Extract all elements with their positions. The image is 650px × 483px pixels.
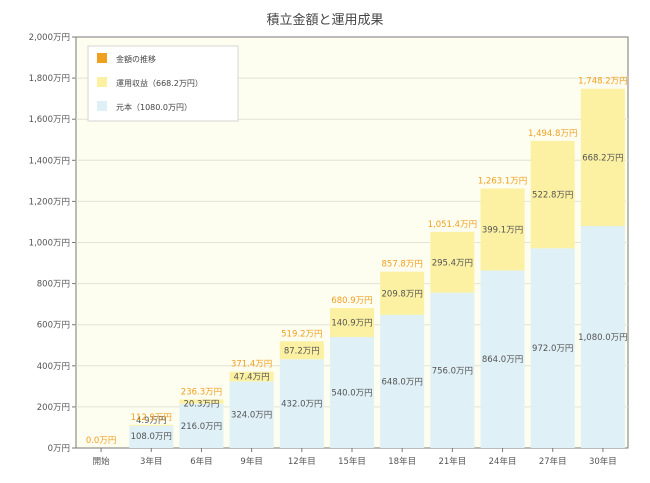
x-tick-label: 18年目 (388, 456, 416, 467)
data-label-principal: 648.0万円 (382, 377, 423, 387)
bar-return (229, 371, 274, 382)
legend-swatch (97, 77, 107, 87)
bar-return (480, 188, 525, 271)
data-label-total: 112.9万円 (131, 413, 172, 423)
data-label-return: 47.4万円 (234, 373, 270, 383)
y-tick-label: 1,400万円 (29, 156, 70, 166)
y-tick-label: 0万円 (48, 444, 70, 454)
legend-label: 金額の推移 (116, 54, 156, 64)
legend-label: 元本（1080.0万円） (116, 102, 192, 112)
data-label-return: 4.9万円 (136, 416, 167, 426)
x-tick-label: 開始 (93, 456, 111, 467)
bar-return (129, 424, 174, 426)
bar-principal (380, 314, 425, 448)
chart-title: 積立金額と運用成果 (266, 12, 383, 28)
bar-return (179, 399, 224, 404)
bar-principal (530, 248, 575, 448)
x-tick-label: 12年目 (288, 456, 316, 467)
y-tick-label: 1,800万円 (29, 74, 70, 84)
y-tick-label: 1,600万円 (29, 115, 70, 125)
data-label-principal: 540.0万円 (331, 389, 372, 399)
bar-return (279, 341, 324, 360)
data-label-return: 209.8万円 (382, 289, 423, 299)
data-label-return: 399.1万円 (482, 225, 523, 235)
x-tick-label: 21年目 (438, 456, 466, 467)
bar-principal (430, 292, 475, 448)
bar-principal (279, 359, 324, 448)
bar-return (530, 140, 575, 249)
data-label-total: 0.0万円 (86, 436, 117, 446)
data-label-return: 20.3万円 (183, 399, 219, 409)
x-tick-label: 27年目 (539, 456, 567, 467)
bar-principal (229, 381, 274, 448)
data-label-total: 371.4万円 (231, 360, 272, 370)
x-tick-label: 15年目 (338, 456, 366, 467)
x-tick-label: 30年目 (589, 456, 617, 467)
data-label-principal: 1,080.0万円 (578, 333, 627, 343)
data-label-total: 236.3万円 (181, 387, 222, 397)
data-label-principal: 216.0万円 (181, 422, 222, 432)
data-label-principal: 324.0万円 (231, 411, 272, 421)
y-tick-label: 200万円 (37, 403, 70, 413)
bar-return (330, 308, 374, 338)
legend-swatch (97, 101, 107, 111)
bar-return (380, 271, 425, 315)
data-label-return: 87.2万円 (284, 346, 320, 356)
bar-principal (480, 270, 525, 448)
y-tick-label: 400万円 (37, 362, 70, 372)
data-label-total: 1,051.4万円 (428, 220, 477, 230)
legend-label: 運用収益（668.2万円） (116, 78, 203, 88)
y-tick-label: 1,000万円 (29, 239, 70, 249)
data-label-principal: 972.0万円 (532, 344, 573, 354)
bar-return (430, 231, 475, 293)
data-label-return: 140.9万円 (331, 319, 372, 329)
y-tick-label: 1,200万円 (29, 197, 70, 207)
bar-principal (179, 403, 224, 448)
x-tick-label: 24年目 (489, 456, 517, 467)
y-tick-label: 2,000万円 (29, 33, 70, 43)
x-tick-label: 6年目 (190, 456, 212, 467)
data-label-principal: 864.0万円 (482, 355, 523, 365)
data-label-total: 680.9万円 (331, 296, 372, 306)
bar-principal (580, 226, 625, 448)
legend-swatch (97, 53, 107, 63)
x-tick-label: 3年目 (140, 456, 162, 467)
data-label-total: 1,263.1万円 (478, 176, 527, 186)
data-label-total: 857.8万円 (382, 260, 423, 270)
data-label-total: 519.2万円 (281, 329, 322, 339)
data-label-total: 1,494.8万円 (528, 129, 577, 139)
data-label-principal: 432.0万円 (281, 400, 322, 410)
bar-principal (129, 425, 174, 448)
data-label-principal: 756.0万円 (432, 366, 473, 376)
x-tick-label: 9年目 (240, 456, 262, 467)
data-label-return: 295.4万円 (432, 258, 473, 268)
data-label-return: 522.8万円 (532, 191, 573, 201)
data-label-total: 1,748.2万円 (578, 77, 627, 87)
y-tick-label: 600万円 (37, 321, 70, 331)
data-label-return: 668.2万円 (582, 153, 623, 163)
legend-box (87, 45, 239, 122)
bar-return (580, 88, 625, 227)
data-label-principal: 108.0万円 (131, 432, 172, 442)
y-tick-label: 800万円 (37, 280, 70, 290)
bar-principal (330, 337, 374, 448)
